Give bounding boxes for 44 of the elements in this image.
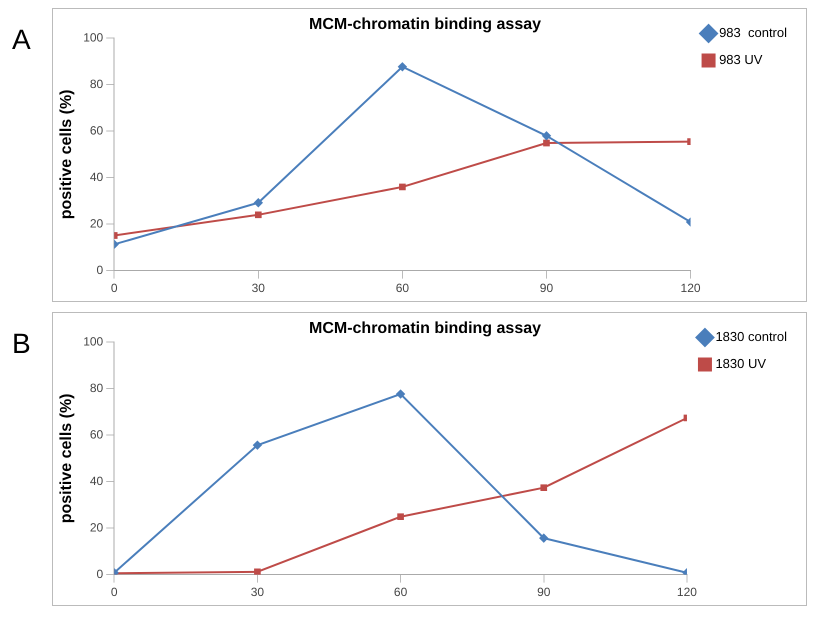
point — [543, 140, 550, 146]
y-tick-label: 0 — [96, 262, 104, 277]
x-tick-label: 60 — [394, 585, 408, 600]
chart-title: MCM-chromatin binding assay — [308, 16, 542, 34]
y-axis-title: positive cells (%) — [58, 393, 76, 524]
point — [398, 62, 407, 72]
point — [254, 211, 262, 218]
legend-label: 983 control — [719, 25, 788, 40]
y-tick-label: 20 — [90, 216, 104, 230]
point — [539, 534, 548, 543]
chart-title: MCM-chromatin binding assay — [308, 320, 542, 338]
x-tick-label: 60 — [396, 281, 410, 296]
y-tick-label: 80 — [90, 76, 104, 91]
legend-label: 983 UV — [719, 52, 763, 68]
point — [397, 513, 404, 520]
y-tick-label: 20 — [90, 520, 104, 534]
x-tick-label: 90 — [537, 585, 551, 600]
y-tick-label: 100 — [83, 334, 104, 349]
point — [254, 198, 263, 208]
legend-label: 1830 UV — [715, 356, 766, 372]
y-tick-label: 60 — [90, 123, 104, 138]
point — [252, 440, 262, 450]
y-tick-label: 80 — [90, 380, 104, 395]
x-tick-label: 30 — [252, 281, 266, 296]
text: A — [12, 24, 31, 56]
y-tick-label: 0 — [96, 566, 104, 581]
text: B — [12, 328, 31, 360]
y-tick-label: 100 — [83, 30, 104, 45]
y-axis-title: positive cells (%) — [58, 89, 76, 220]
y-tick-label: 40 — [90, 170, 104, 184]
x-tick-label: 0 — [110, 585, 118, 600]
x-tick-label: 30 — [250, 585, 264, 600]
y-tick-label: 40 — [90, 474, 104, 488]
point — [542, 131, 551, 140]
legend-label: 1830 control — [715, 329, 788, 344]
x-tick-label: 90 — [540, 281, 554, 296]
point — [399, 184, 406, 190]
x-tick-label: 0 — [110, 281, 118, 296]
point — [540, 484, 548, 492]
point — [396, 390, 406, 399]
point — [254, 568, 261, 575]
y-tick-label: 60 — [90, 427, 104, 442]
x-tick-label: 120 — [676, 585, 698, 600]
x-tick-label: 120 — [680, 281, 701, 296]
